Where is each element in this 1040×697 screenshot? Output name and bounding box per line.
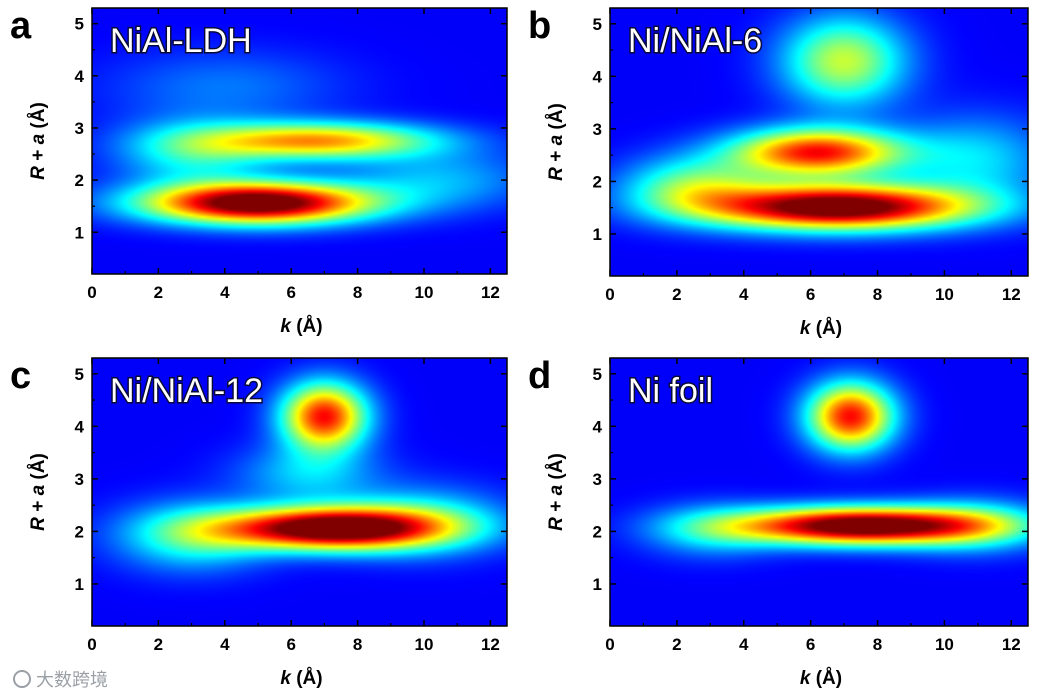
- y-tick-label: 4: [593, 417, 603, 436]
- x-axis-label: k (Å): [280, 316, 322, 337]
- x-axis-label: k (Å): [800, 668, 842, 689]
- y-axis-label: R + a (Å): [28, 102, 49, 180]
- panel-letter: c: [10, 355, 31, 397]
- y-tick-label: 2: [593, 522, 602, 541]
- x-tick-label: 2: [154, 635, 163, 654]
- x-tick-label: 4: [739, 635, 749, 654]
- x-tick-label: 6: [286, 283, 295, 302]
- x-tick-label: 12: [1002, 285, 1021, 304]
- y-tick-label: 4: [75, 67, 85, 86]
- x-tick-label: 0: [605, 635, 614, 654]
- x-tick-label: 10: [935, 635, 954, 654]
- heatmap-c: [92, 358, 507, 626]
- x-tick-label: 8: [353, 283, 362, 302]
- x-tick-label: 6: [806, 635, 815, 654]
- x-axis-label: k (Å): [800, 318, 842, 339]
- x-tick-label: 12: [481, 635, 500, 654]
- x-tick-label: 12: [481, 283, 500, 302]
- y-tick-label: 5: [593, 365, 602, 384]
- plot-frame: [91, 357, 508, 627]
- y-tick-label: 1: [593, 225, 602, 244]
- y-axis-label: R + a (Å): [546, 453, 567, 531]
- y-tick-label: 2: [75, 522, 84, 541]
- x-tick-label: 8: [873, 635, 882, 654]
- y-tick-label: 1: [593, 575, 602, 594]
- heatmap-b: [610, 8, 1028, 276]
- panel-letter: b: [528, 5, 551, 47]
- plot-frame: [91, 7, 508, 275]
- plot-frame: [609, 357, 1029, 627]
- watermark-logo-icon: [13, 670, 31, 688]
- y-tick-label: 5: [75, 365, 84, 384]
- y-tick-label: 2: [75, 171, 84, 190]
- x-tick-label: 4: [220, 283, 230, 302]
- x-tick-label: 4: [739, 285, 749, 304]
- y-tick-label: 4: [75, 417, 85, 436]
- y-axis-label: R + a (Å): [28, 453, 49, 531]
- x-tick-label: 10: [935, 285, 954, 304]
- x-tick-label: 0: [87, 283, 96, 302]
- x-tick-label: 2: [154, 283, 163, 302]
- y-tick-label: 5: [593, 15, 602, 34]
- y-tick-label: 1: [75, 575, 84, 594]
- y-tick-label: 3: [75, 470, 84, 489]
- x-tick-label: 2: [672, 635, 681, 654]
- y-tick-label: 2: [593, 172, 602, 191]
- y-tick-label: 3: [593, 120, 602, 139]
- x-tick-label: 2: [672, 285, 681, 304]
- x-tick-label: 4: [220, 635, 230, 654]
- panel-title: Ni/NiAl-12: [110, 372, 263, 410]
- panel-title: Ni/NiAl-6: [628, 22, 762, 60]
- plot-frame: [609, 7, 1029, 277]
- x-axis-label: k (Å): [280, 668, 322, 689]
- heatmap-d: [610, 358, 1028, 626]
- x-tick-label: 12: [1002, 635, 1021, 654]
- y-tick-label: 3: [75, 119, 84, 138]
- panel-letter: d: [528, 355, 551, 397]
- x-tick-label: 6: [286, 635, 295, 654]
- x-tick-label: 6: [806, 285, 815, 304]
- y-tick-label: 3: [593, 470, 602, 489]
- x-tick-label: 0: [605, 285, 614, 304]
- x-tick-label: 10: [415, 635, 434, 654]
- panel-title: NiAl-LDH: [110, 22, 252, 60]
- y-tick-label: 4: [593, 67, 603, 86]
- panel-letter: a: [10, 5, 32, 47]
- watermark: 大数跨境: [13, 670, 108, 691]
- watermark-text: 大数跨境: [36, 670, 108, 691]
- x-tick-label: 0: [87, 635, 96, 654]
- y-axis-label: R + a (Å): [546, 103, 567, 181]
- panel-title: Ni foil: [628, 372, 713, 410]
- x-tick-label: 8: [353, 635, 362, 654]
- x-tick-label: 10: [415, 283, 434, 302]
- y-tick-label: 5: [75, 15, 84, 34]
- x-tick-label: 8: [873, 285, 882, 304]
- heatmap-a: [92, 8, 507, 274]
- y-tick-label: 1: [75, 223, 84, 242]
